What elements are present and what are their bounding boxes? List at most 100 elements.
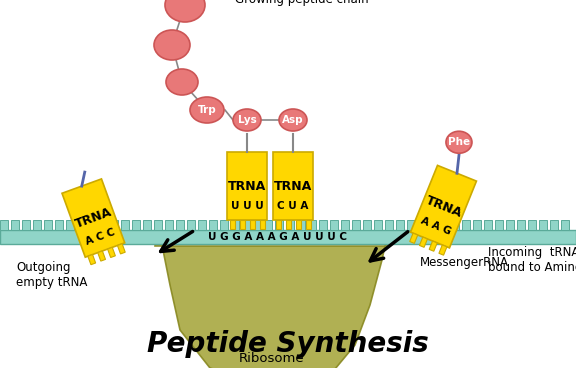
Text: Peptide Synthesis: Peptide Synthesis bbox=[147, 330, 429, 358]
Bar bbox=[517, 220, 525, 230]
Text: Trp: Trp bbox=[198, 105, 217, 115]
Bar bbox=[451, 220, 459, 230]
Bar bbox=[385, 220, 393, 230]
Bar bbox=[319, 220, 327, 230]
Bar bbox=[484, 220, 492, 230]
Bar bbox=[22, 220, 30, 230]
Bar bbox=[44, 220, 52, 230]
Polygon shape bbox=[229, 220, 234, 229]
Polygon shape bbox=[429, 241, 437, 251]
Bar bbox=[231, 220, 239, 230]
Ellipse shape bbox=[166, 69, 198, 95]
Text: Lys: Lys bbox=[238, 115, 256, 125]
Bar bbox=[363, 220, 371, 230]
Polygon shape bbox=[240, 220, 244, 229]
Text: Growing peptide chain: Growing peptide chain bbox=[235, 0, 369, 7]
Polygon shape bbox=[410, 233, 418, 243]
Bar bbox=[209, 220, 217, 230]
Polygon shape bbox=[305, 220, 310, 229]
Bar bbox=[0, 230, 576, 244]
Polygon shape bbox=[227, 152, 267, 220]
Bar bbox=[275, 220, 283, 230]
Bar bbox=[528, 220, 536, 230]
Bar bbox=[132, 220, 140, 230]
Polygon shape bbox=[108, 247, 115, 258]
Bar bbox=[297, 220, 305, 230]
Bar bbox=[462, 220, 470, 230]
Text: TRNA: TRNA bbox=[274, 180, 312, 192]
Bar bbox=[77, 220, 85, 230]
Bar bbox=[33, 220, 41, 230]
Text: A A G: A A G bbox=[419, 216, 452, 237]
Bar bbox=[473, 220, 481, 230]
Bar bbox=[539, 220, 547, 230]
Bar bbox=[66, 220, 74, 230]
Bar bbox=[264, 220, 272, 230]
Polygon shape bbox=[118, 244, 125, 254]
Ellipse shape bbox=[154, 30, 190, 60]
Bar bbox=[143, 220, 151, 230]
Bar bbox=[407, 220, 415, 230]
Text: TRNA: TRNA bbox=[228, 180, 266, 192]
Bar bbox=[352, 220, 360, 230]
Ellipse shape bbox=[233, 109, 261, 131]
Text: Asp: Asp bbox=[282, 115, 304, 125]
Polygon shape bbox=[286, 220, 290, 229]
Ellipse shape bbox=[279, 109, 307, 131]
Polygon shape bbox=[411, 165, 476, 248]
Text: A C C: A C C bbox=[84, 227, 116, 247]
Polygon shape bbox=[155, 222, 390, 368]
Bar bbox=[253, 220, 261, 230]
Polygon shape bbox=[275, 220, 281, 229]
Bar bbox=[99, 220, 107, 230]
Text: C U A: C U A bbox=[277, 201, 309, 211]
Bar bbox=[396, 220, 404, 230]
Ellipse shape bbox=[190, 97, 224, 123]
Polygon shape bbox=[249, 220, 255, 229]
Bar bbox=[187, 220, 195, 230]
Bar bbox=[55, 220, 63, 230]
Bar bbox=[561, 220, 569, 230]
Bar bbox=[110, 220, 118, 230]
Polygon shape bbox=[273, 152, 313, 220]
Bar bbox=[165, 220, 173, 230]
Text: Phe: Phe bbox=[448, 137, 470, 147]
Bar bbox=[495, 220, 503, 230]
Bar bbox=[341, 220, 349, 230]
Bar bbox=[550, 220, 558, 230]
Polygon shape bbox=[295, 220, 301, 229]
Bar bbox=[198, 220, 206, 230]
Bar bbox=[506, 220, 514, 230]
Polygon shape bbox=[439, 245, 447, 255]
Bar bbox=[242, 220, 250, 230]
Text: Incoming  tRNA
bound to Amino Acid: Incoming tRNA bound to Amino Acid bbox=[488, 246, 576, 274]
Bar bbox=[330, 220, 338, 230]
Bar bbox=[286, 220, 294, 230]
Ellipse shape bbox=[165, 0, 205, 22]
Bar bbox=[176, 220, 184, 230]
Bar bbox=[0, 220, 8, 230]
Bar bbox=[374, 220, 382, 230]
Polygon shape bbox=[419, 237, 427, 247]
Bar bbox=[121, 220, 129, 230]
Bar bbox=[154, 220, 162, 230]
Text: U G G A A A G A U U U C: U G G A A A G A U U U C bbox=[209, 232, 347, 242]
Bar bbox=[440, 220, 448, 230]
Bar bbox=[88, 220, 96, 230]
Text: TRNA: TRNA bbox=[423, 194, 464, 220]
Text: Outgoing
empty tRNA: Outgoing empty tRNA bbox=[16, 261, 88, 289]
Polygon shape bbox=[260, 220, 264, 229]
Ellipse shape bbox=[446, 131, 472, 153]
Text: TRNA: TRNA bbox=[73, 205, 113, 231]
Bar bbox=[418, 220, 426, 230]
Polygon shape bbox=[98, 251, 105, 261]
Text: MessengerRNA: MessengerRNA bbox=[420, 256, 509, 269]
Text: Ribosome: Ribosome bbox=[239, 351, 305, 364]
Bar bbox=[11, 220, 19, 230]
Polygon shape bbox=[88, 255, 96, 265]
Text: U U U: U U U bbox=[230, 201, 263, 211]
Polygon shape bbox=[62, 179, 125, 257]
Bar bbox=[429, 220, 437, 230]
Bar bbox=[308, 220, 316, 230]
Bar bbox=[220, 220, 228, 230]
